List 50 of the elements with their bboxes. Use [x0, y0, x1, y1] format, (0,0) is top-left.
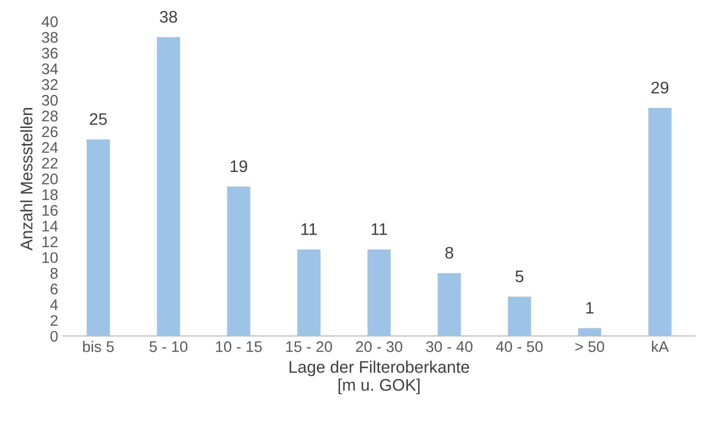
y-tick-label: 28	[42, 110, 58, 122]
x-tick-label: kA	[652, 340, 669, 352]
y-tick-label: 30	[42, 94, 58, 106]
y-tick-label: 20	[42, 174, 58, 184]
data-label: 38	[160, 10, 178, 23]
y-tick-label: 10	[42, 252, 58, 264]
bar	[438, 273, 461, 336]
bar	[508, 296, 532, 336]
y-tick-label: 22	[42, 158, 58, 168]
bar	[227, 186, 250, 336]
y-tick-label: 32	[42, 79, 58, 90]
y-tick-label: 12	[42, 236, 58, 248]
x-tick-label: 5 - 10	[150, 341, 188, 352]
bar	[578, 328, 602, 336]
data-label: 8	[445, 246, 454, 259]
bar	[648, 108, 672, 336]
y-tick-label: 26	[42, 126, 58, 138]
x-tick-label: bis 5	[83, 340, 114, 352]
y-tick-label: 16	[42, 205, 58, 216]
y-tick-label: 4	[50, 300, 58, 310]
y-tick-label: 24	[42, 142, 58, 153]
y-axis-title: Anzahl Messstellen	[20, 108, 32, 250]
y-tick-label: 34	[42, 63, 58, 74]
x-tick-label: > 50	[575, 341, 604, 352]
y-tick-label: 2	[50, 315, 58, 326]
y-tick-label: 0	[50, 330, 58, 342]
y-tick-label: 14	[42, 220, 58, 232]
x-tick-label: 10 - 15	[216, 341, 262, 352]
x-tick-label: 40 - 50	[496, 341, 543, 352]
x-tick-label: 30 - 40	[426, 341, 472, 352]
x-tick-label: 20 - 30	[356, 341, 402, 352]
bar	[156, 37, 180, 336]
data-label: 11	[301, 223, 317, 235]
y-tick-label: 36	[42, 48, 58, 59]
data-label: 1	[586, 302, 594, 314]
y-tick-label: 40	[42, 16, 58, 28]
bar	[297, 249, 320, 336]
bar	[86, 139, 110, 336]
data-label: 5	[516, 270, 524, 282]
data-label: 29	[651, 82, 668, 94]
data-label: 25	[90, 113, 107, 125]
y-tick-label: 8	[50, 268, 58, 279]
data-label: 19	[230, 160, 248, 172]
data-label: 11	[372, 223, 387, 235]
x-axis-title: Lage der Filteroberkante [m u. GOK]	[290, 360, 470, 394]
bar	[367, 249, 391, 336]
y-tick-label: 6	[50, 284, 58, 294]
x-tick-label: 15 - 20	[286, 341, 332, 352]
y-tick-label: 38	[42, 32, 58, 43]
y-tick-label: 18	[42, 189, 58, 200]
